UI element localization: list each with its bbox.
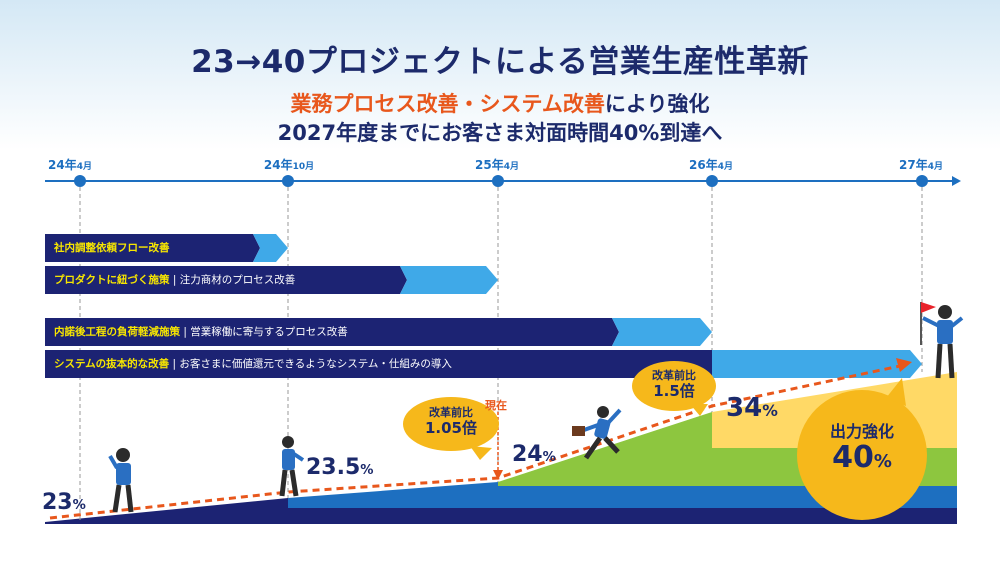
subtitle-highlight: 業務プロセス改善・システム改善 <box>290 92 605 116</box>
bar-1-light <box>253 234 288 262</box>
milestone-4: 34% <box>726 393 778 423</box>
bubble-2: 改革前比 1.5倍 <box>652 369 696 400</box>
initiative-2-text: プロダクトに紐づく施策 | 注力商材のプロセス改善 <box>54 274 296 286</box>
timeline-arrowhead <box>952 176 961 186</box>
subtitle-line-1: 業務プロセス改善・システム改善により強化 <box>0 88 1000 118</box>
bar-2-navy <box>45 266 407 294</box>
person-1-icon <box>108 448 134 513</box>
now-label: 現在 <box>485 399 507 412</box>
page-title: 23→40プロジェクトによる営業生産性革新 <box>191 44 809 80</box>
person-2-icon <box>279 436 305 497</box>
milestone-1: 23% <box>42 490 86 515</box>
bar-4-navy <box>45 350 712 378</box>
bar-4-light <box>712 350 922 378</box>
bar-1-navy <box>45 234 260 262</box>
subtitle-line-2: 2027年度までにお客さま対面時間40%到達へ <box>277 121 723 145</box>
timeline-label-2: 24年10月 <box>263 158 315 172</box>
milestone-3: 24% <box>512 442 556 467</box>
person-3-running-icon <box>572 406 622 460</box>
milestone-2: 23.5% <box>306 455 374 480</box>
bubble-1: 改革前比 1.05倍 <box>424 406 477 437</box>
initiative-3-text: 内諾後工程の負荷軽減施策 | 営業稼働に寄与するプロセス改善 <box>54 326 348 338</box>
subtitle-rest: により強化 <box>604 92 710 116</box>
initiative-4-text: システムの抜本的な改善 | お客さまに価値還元できるようなシステム・仕組みの導入 <box>54 358 452 370</box>
now-marker-arrowhead <box>493 470 503 480</box>
timeline-label-3: 25年4月 <box>475 158 519 172</box>
timeline-label-4: 26年4月 <box>689 158 733 172</box>
goal-bubble: 出力強化 40% <box>829 422 894 476</box>
timeline-dots <box>74 175 928 187</box>
bubble-1-shape <box>403 397 499 451</box>
timeline-label-1: 24年4月 <box>48 158 92 172</box>
bar-3-light <box>612 318 712 346</box>
navy-base-area <box>45 498 957 524</box>
goal-bubble-shape <box>797 390 927 520</box>
bubble-2-shape <box>632 361 716 411</box>
bar-3-navy <box>45 318 619 346</box>
blue-growth-area <box>288 482 957 508</box>
timeline-label-5: 27年4月 <box>899 158 943 172</box>
person-4-goal-icon <box>920 302 964 379</box>
bar-2-light <box>400 266 498 294</box>
initiative-1-text: 社内調整依頼フロー改善 <box>54 242 170 254</box>
